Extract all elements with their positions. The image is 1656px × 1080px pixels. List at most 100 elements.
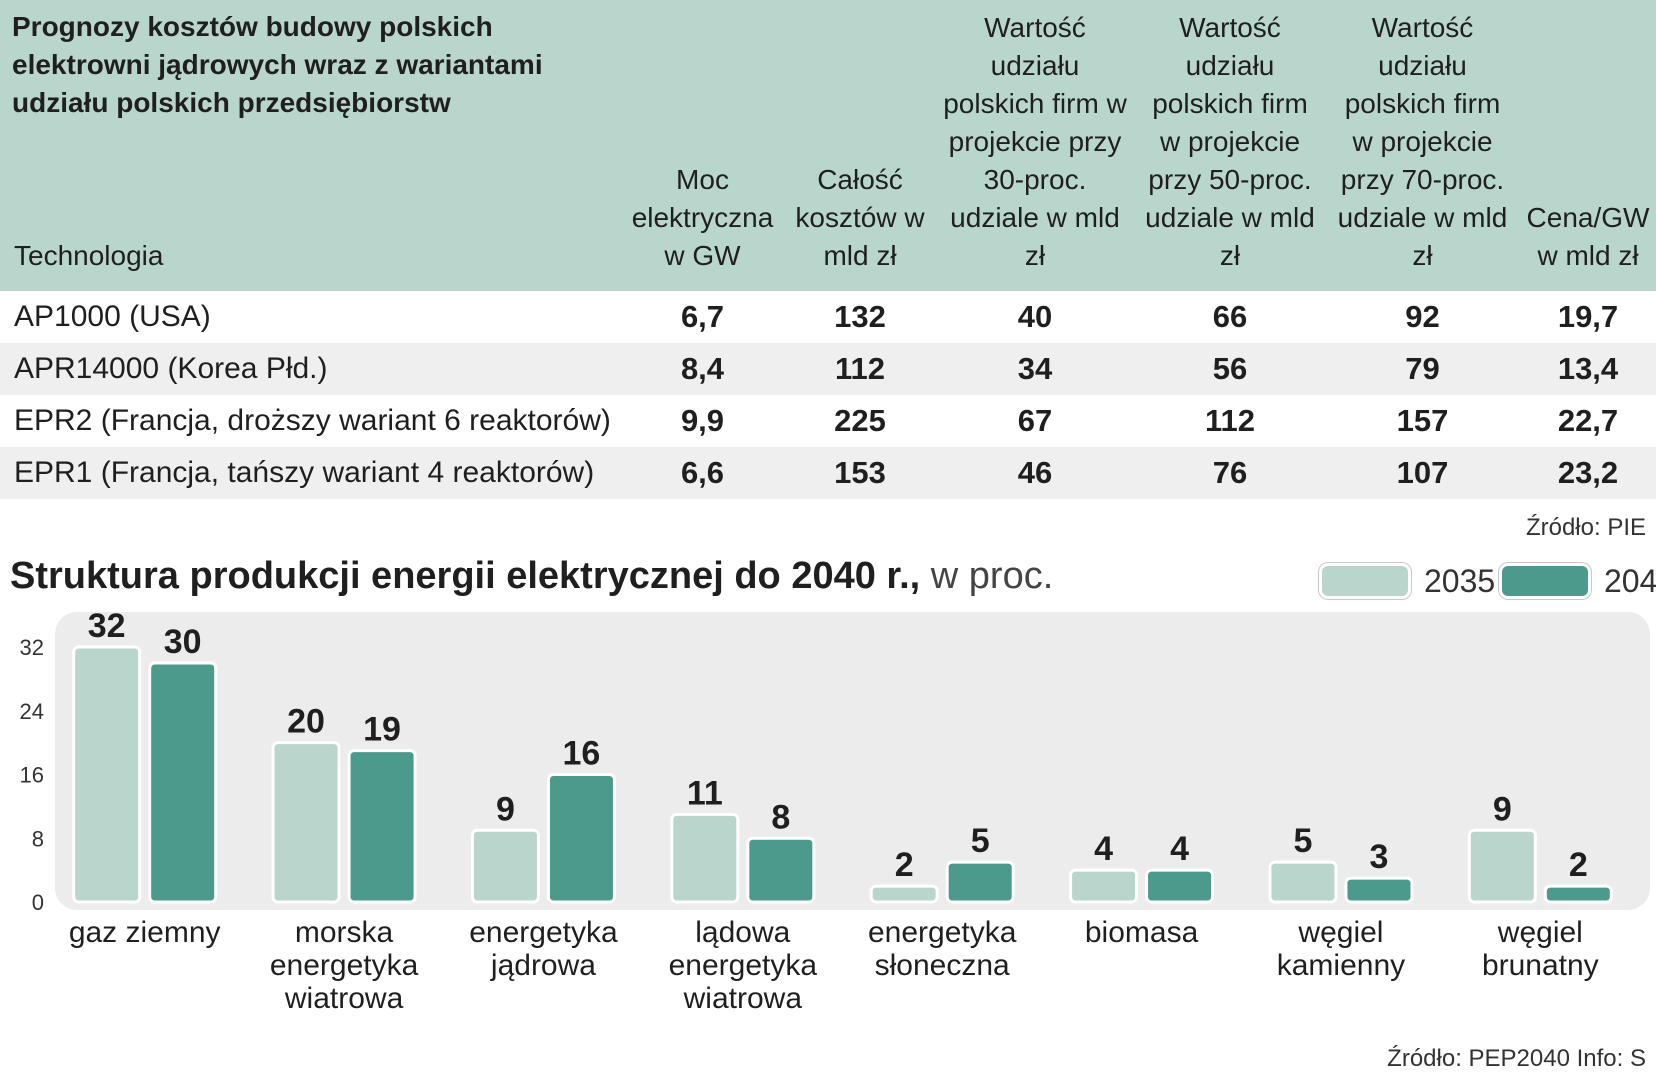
table-cell: 23,2 <box>1520 447 1656 499</box>
header-label: Technologia <box>14 240 164 271</box>
x-tick-label: węgiel <box>1297 916 1383 949</box>
bar-2040 <box>148 661 218 904</box>
bar-2040 <box>1543 884 1613 904</box>
x-tick-label: energetyka <box>868 916 1017 949</box>
x-tick-label: energetyka <box>469 916 618 949</box>
bar-2035 <box>72 645 142 904</box>
bar-2040 <box>546 773 616 904</box>
x-tick-label: energetyka <box>270 949 419 982</box>
chart-title-main: Struktura produkcji energii elektrycznej… <box>10 555 921 597</box>
bar-2040 <box>1145 868 1215 904</box>
table-row: APR14000 (Korea Płd.) 8,4 112 34 56 79 1… <box>0 343 1656 395</box>
table-cell: APR14000 (Korea Płd.) <box>0 343 620 395</box>
table-cell: 79 <box>1325 343 1520 395</box>
x-tick-label: morska <box>295 916 394 949</box>
table-cell: 66 <box>1212 299 1248 334</box>
table-cell: 6,6 <box>620 447 785 499</box>
table-cell: 8,4 <box>620 343 785 395</box>
data-label: 9 <box>496 790 515 828</box>
y-tick-label: 16 <box>20 763 44 788</box>
x-tick-label: biomasa <box>1085 916 1199 949</box>
table-cell: 9,9 <box>680 403 725 438</box>
header-udzial-70: Wartość udziału polskich firm w projekci… <box>1325 0 1520 291</box>
y-tick-label: 0 <box>32 890 44 915</box>
bar-2040 <box>945 860 1015 904</box>
table-row: EPR1 (Francja, tańszy wariant 4 reaktoró… <box>0 447 1656 499</box>
table-cell: 157 <box>1396 403 1449 438</box>
table-cell: 22,7 <box>1557 403 1619 438</box>
bar-2035 <box>1268 860 1338 904</box>
x-tick-label: słoneczna <box>875 949 1010 982</box>
chart-title: Struktura produkcji energii elektrycznej… <box>10 555 1053 598</box>
legend-label-2040: 2040 <box>1604 562 1656 599</box>
data-label: 5 <box>1293 822 1312 860</box>
table-cell: 76 <box>1135 447 1325 499</box>
data-label: 32 <box>88 610 126 645</box>
header-moc: Moc elektryczna w GW <box>620 0 785 291</box>
cost-table-section: Prognozy kosztów budowy polskich elektro… <box>0 0 1656 541</box>
table-title: Prognozy kosztów budowy polskich elektro… <box>12 11 543 118</box>
legend-item-2040: 2040 <box>1502 561 1656 601</box>
table-cell: 67 <box>1017 403 1053 438</box>
chart-title-unit: w proc. <box>930 555 1054 597</box>
bar-2035 <box>470 828 540 904</box>
header-cena: Cena/GW w mld zł <box>1520 0 1656 291</box>
cost-table: Prognozy kosztów budowy polskich elektro… <box>0 0 1656 499</box>
legend-item-2035: 2035 <box>1322 561 1495 601</box>
bar-2035 <box>1467 828 1537 904</box>
legend-swatch-2040 <box>1502 566 1588 596</box>
x-tick-label: wiatrowa <box>284 982 404 1015</box>
table-cell: 46 <box>935 447 1135 499</box>
table-cell: EPR1 (Francja, tańszy wariant 4 reaktoró… <box>0 447 620 499</box>
table-cell: 19,7 <box>1557 299 1619 334</box>
data-label: 4 <box>1170 830 1189 868</box>
data-label: 16 <box>563 735 601 773</box>
x-tick-label: jądrowa <box>490 949 596 982</box>
header-calosc: Całość kosztów w mld zł <box>785 0 935 291</box>
table-cell: 56 <box>1135 343 1325 395</box>
plot-background <box>55 612 1650 910</box>
table-cell: 153 <box>785 447 935 499</box>
table-cell: 6,7 <box>680 299 725 334</box>
table-cell: 112 <box>785 343 935 395</box>
bar-2035 <box>670 812 740 904</box>
data-label: 2 <box>895 846 914 884</box>
data-label: 30 <box>164 623 202 661</box>
y-tick-label: 32 <box>20 635 44 660</box>
table-source: Źródło: PIE <box>1525 514 1646 541</box>
table-header-row: Prognozy kosztów budowy polskich elektro… <box>0 0 1656 291</box>
table-cell: 132 <box>834 299 886 334</box>
legend-label-2035: 2035 <box>1424 562 1496 599</box>
table-cell: 225 <box>834 403 886 438</box>
table-row: EPR2 (Francja, droższy wariant 6 reaktor… <box>0 395 1656 447</box>
header-udzial-30: Wartość udziału polskich firm w projekci… <box>935 0 1135 291</box>
data-label: 19 <box>363 711 401 749</box>
table-cell: 34 <box>935 343 1135 395</box>
energy-chart-section: Struktura produkcji energii elektrycznej… <box>0 555 1656 1080</box>
bar-2040 <box>347 749 417 904</box>
bar-2040 <box>746 836 816 904</box>
x-tick-label: lądowa <box>695 916 790 949</box>
x-tick-label: kamienny <box>1277 949 1405 982</box>
table-cell: 40 <box>1017 299 1053 334</box>
legend-swatch-2035 <box>1322 566 1408 596</box>
x-tick-label: energetyka <box>669 949 818 982</box>
data-label: 20 <box>287 703 325 741</box>
table-cell: AP1000 (USA) <box>14 300 211 333</box>
data-label: 8 <box>771 798 790 836</box>
data-label: 9 <box>1493 790 1512 828</box>
y-tick-label: 8 <box>32 826 44 851</box>
table-cell: 13,4 <box>1520 343 1656 395</box>
header-technologia: Prognozy kosztów budowy polskich elektro… <box>0 0 620 291</box>
data-label: 3 <box>1369 838 1388 876</box>
table-row: AP1000 (USA) 6,7 132 40 66 92 19,7 <box>0 291 1656 343</box>
x-tick-label: wiatrowa <box>683 982 803 1015</box>
x-tick-label: węgiel <box>1497 916 1583 949</box>
x-tick-label: brunatny <box>1482 949 1599 982</box>
table-cell: EPR2 (Francja, droższy wariant 6 reaktor… <box>14 404 611 437</box>
bar-2040 <box>1344 876 1414 904</box>
y-tick-label: 24 <box>20 699 44 724</box>
data-label: 11 <box>687 774 723 812</box>
bar-2035 <box>1069 868 1139 904</box>
